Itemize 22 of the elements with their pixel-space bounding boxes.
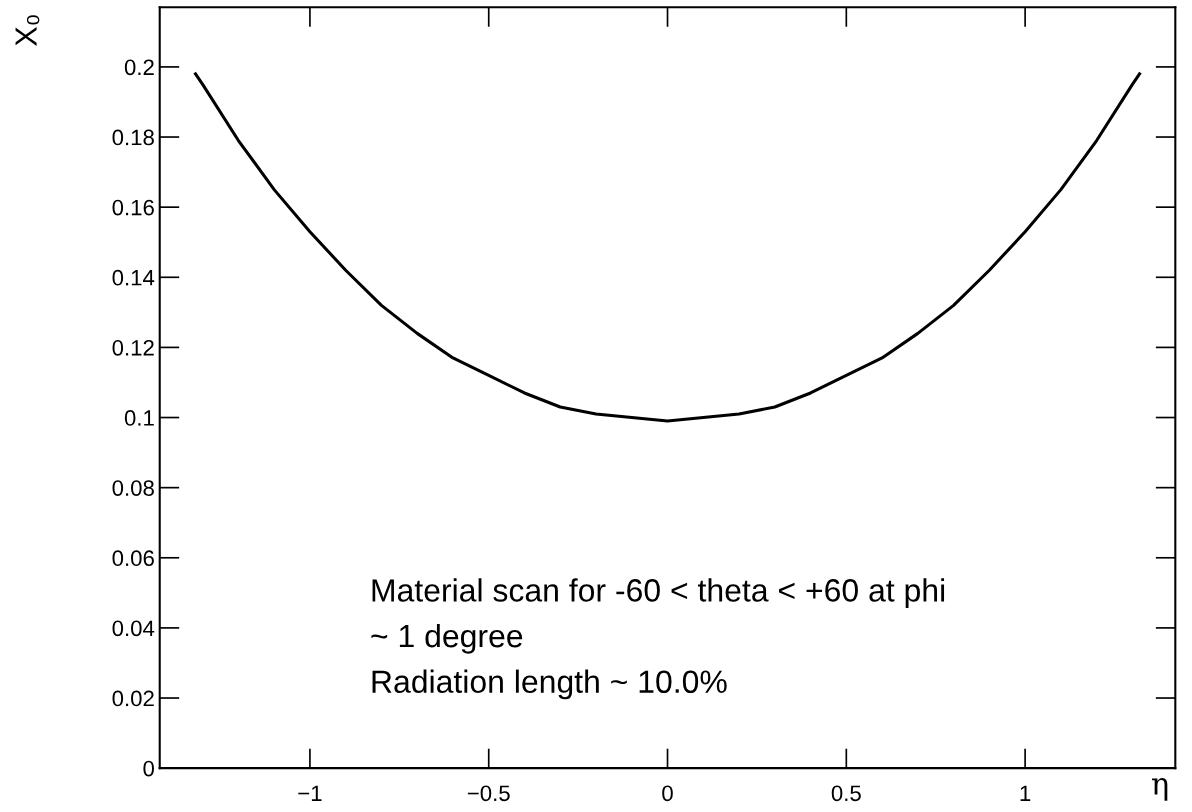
y-tick-label: 0.2 bbox=[124, 59, 154, 76]
y-tick-label: 0.14 bbox=[112, 269, 155, 286]
annotation: Radiation length ~ 10.0% bbox=[372, 669, 727, 700]
y-tick-label: 0.18 bbox=[112, 129, 154, 146]
x-tick-label: 0 bbox=[662, 785, 673, 802]
y-tick-label: 0.02 bbox=[112, 690, 154, 707]
y-tick-label: 0.1 bbox=[124, 410, 154, 426]
y-tick-label: 0.16 bbox=[112, 199, 154, 216]
y-tick-label: 0.06 bbox=[112, 550, 154, 567]
y-tick-label: 0 bbox=[143, 760, 154, 777]
y-tick-label: 0.12 bbox=[112, 339, 154, 356]
annotation: ~ 1 degree bbox=[371, 623, 523, 654]
y-tick-label: 0.08 bbox=[112, 480, 154, 496]
x-tick-label: 1 bbox=[1020, 785, 1031, 801]
x-tick-label: 0.5 bbox=[831, 785, 861, 802]
y-axis-title: X₀ bbox=[15, 15, 40, 46]
line-series bbox=[193, 72, 1142, 423]
annotation: Material scan for -60 < theta < +60 at phi bbox=[372, 578, 945, 609]
y-tick-label: 0.04 bbox=[112, 620, 155, 637]
x-axis-title: η bbox=[1152, 778, 1168, 801]
x-tick-label: −0.5 bbox=[467, 785, 510, 802]
x-tick-label: −1 bbox=[298, 785, 322, 801]
